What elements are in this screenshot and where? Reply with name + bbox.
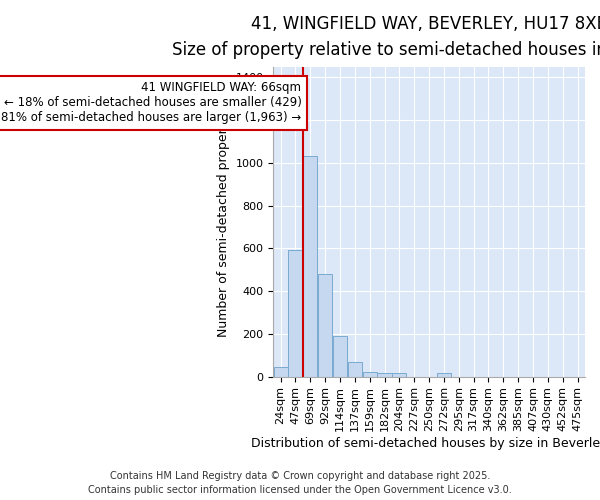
Bar [362,372,377,376]
Title: 41, WINGFIELD WAY, BEVERLEY, HU17 8XE
Size of property relative to semi-detached: 41, WINGFIELD WAY, BEVERLEY, HU17 8XE Si… [172,15,600,60]
Bar [392,374,406,376]
Bar [348,362,362,376]
Text: Contains HM Land Registry data © Crown copyright and database right 2025.
Contai: Contains HM Land Registry data © Crown c… [88,471,512,495]
Bar [303,156,317,376]
Bar [333,336,347,376]
Bar [274,367,287,376]
Bar [377,374,392,376]
Bar [289,250,302,376]
Y-axis label: Number of semi-detached properties: Number of semi-detached properties [217,106,230,337]
Bar [437,374,451,376]
X-axis label: Distribution of semi-detached houses by size in Beverley: Distribution of semi-detached houses by … [251,437,600,450]
Text: 41 WINGFIELD WAY: 66sqm
← 18% of semi-detached houses are smaller (429)
81% of s: 41 WINGFIELD WAY: 66sqm ← 18% of semi-de… [1,82,301,124]
Bar [318,274,332,376]
